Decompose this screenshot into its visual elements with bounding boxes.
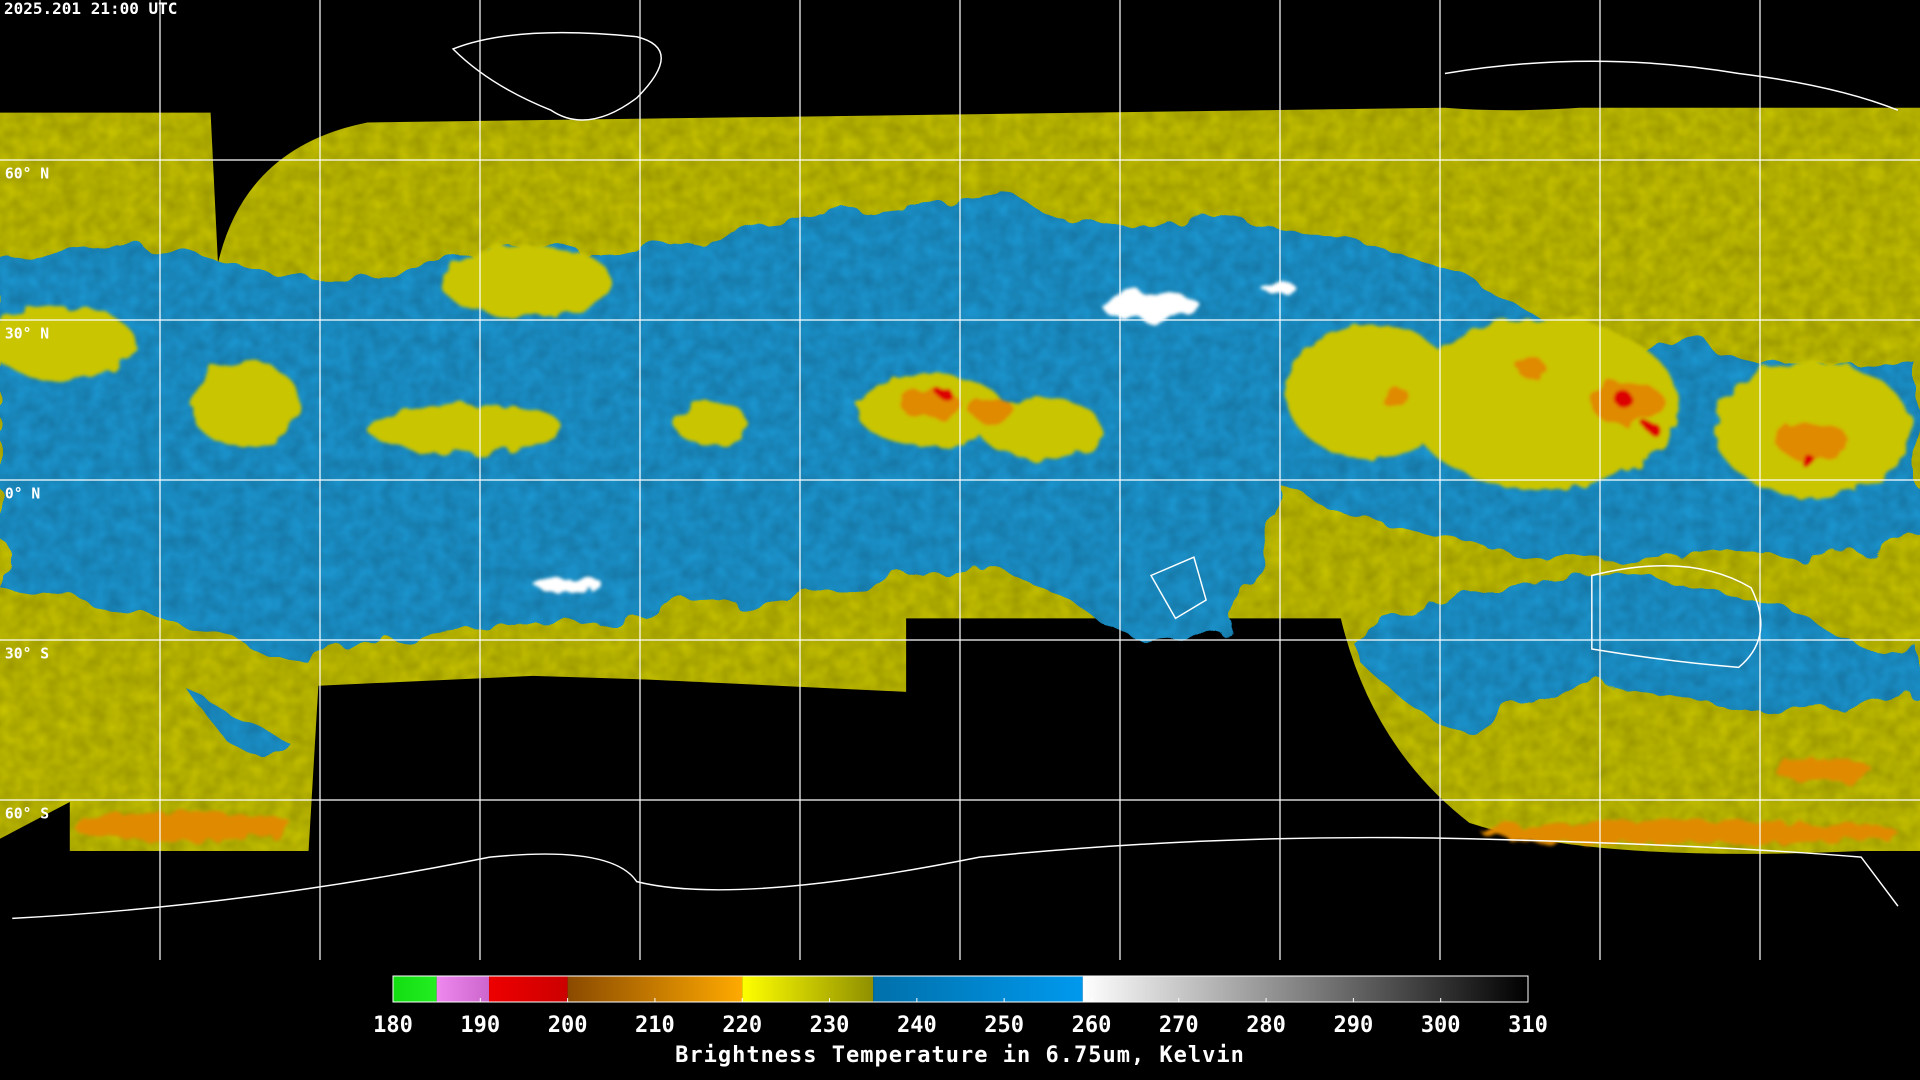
- colorbar-tick-label: 240: [897, 1013, 937, 1038]
- colorbar-tick-label: 300: [1421, 1013, 1461, 1038]
- graticule: [0, 0, 1920, 960]
- colorbar-segment: [742, 976, 874, 1002]
- colorbar-tick-label: 270: [1159, 1013, 1199, 1038]
- colorbar-tick-label: 210: [635, 1013, 675, 1038]
- colorbar-tick-label: 220: [722, 1013, 762, 1038]
- latitude-label: 30° N: [5, 325, 49, 342]
- latitude-label: 60° S: [5, 805, 49, 822]
- timestamp: 2025.201 21:00 UTC: [4, 0, 178, 18]
- colorbar-segment: [1082, 976, 1528, 1002]
- colorbar-tick-label: 310: [1508, 1013, 1548, 1038]
- latitude-label: 0° N: [5, 485, 40, 502]
- colorbar-segment: [567, 976, 743, 1002]
- colorbar-tick-label: 260: [1072, 1013, 1112, 1038]
- colorbar-frame: [392, 975, 1529, 1003]
- latitude-labels: 60° N 30° N 0° N 30° S 60° S: [5, 165, 49, 822]
- map: 60° N 30° N 0° N 30° S 60° S: [0, 0, 1920, 960]
- colorbar-segment: [393, 976, 437, 1002]
- colorbar-tick-label: 200: [548, 1013, 588, 1038]
- coastlines: [12, 31, 1899, 920]
- colorbar-segment: [873, 976, 1083, 1002]
- colorbar-segment: [436, 976, 490, 1002]
- clusters: [0, 244, 1911, 845]
- latitude-label: 60° N: [5, 165, 49, 182]
- colorbar-tick-label: 280: [1246, 1013, 1286, 1038]
- colorbar-segment: [489, 976, 568, 1002]
- colorbar-tick-label: 190: [460, 1013, 500, 1038]
- colorbar-tick-label: 250: [984, 1013, 1024, 1038]
- colorbar-tick-label: 230: [810, 1013, 850, 1038]
- colorbar: 180 190 200 210 220 230 240 250 260 270 280 290 300 3…: [373, 975, 1548, 1068]
- latitude-label: 30° S: [5, 645, 49, 662]
- colorbar-tick-label: 180: [373, 1013, 413, 1038]
- colorbar-tick-label: 290: [1334, 1013, 1374, 1038]
- colorbar-title: Brightness Temperature in 6.75um, Kelvin: [675, 1043, 1245, 1068]
